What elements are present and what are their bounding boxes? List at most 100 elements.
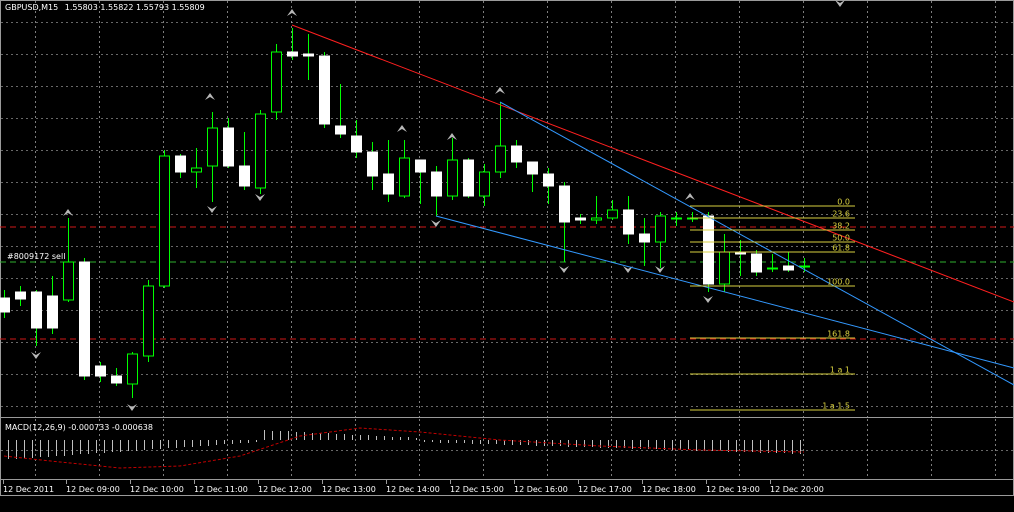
time-axis-label: 12 Dec 09:00 (66, 485, 120, 494)
time-axis-label: 12 Dec 16:00 (514, 485, 568, 494)
macd-signal-line (3, 427, 805, 469)
bear-candle (175, 155, 186, 173)
macd-label: MACD(12,26,9) -0.000733 -0.000638 (5, 423, 153, 432)
fractal-down-arrow (431, 220, 441, 227)
time-axis-label: 12 Dec 14:00 (386, 485, 440, 494)
bear-candle (223, 127, 234, 167)
fib-level-label: 161.8 (827, 330, 850, 339)
time-axis-label: 12 Dec 11:00 (194, 485, 248, 494)
fractal-down-arrow (835, 0, 845, 7)
bear-candle (383, 173, 394, 195)
fractal-up-arrow (63, 209, 73, 216)
time-axis-label: 12 Dec 17:00 (578, 485, 632, 494)
red-trendline (291, 24, 1014, 303)
time-axis-label: 12 Dec 13:00 (322, 485, 376, 494)
bear-candle (79, 261, 90, 377)
fractal-down-arrow (559, 266, 569, 273)
time-axis-label: 12 Dec 19:00 (706, 485, 760, 494)
fib-level-label: 61.8 (832, 244, 850, 253)
bull-candle (63, 261, 74, 301)
fractal-up-arrow (205, 93, 215, 100)
bear-candle (559, 185, 570, 223)
bear-candle (287, 51, 298, 57)
time-axis-label: 12 Dec 18:00 (642, 485, 696, 494)
fractal-down-arrow (255, 194, 265, 201)
fractal-up-arrow (495, 87, 505, 94)
fractal-down-arrow (655, 266, 665, 273)
bear-candle (0, 297, 10, 313)
bear-candle (319, 55, 330, 125)
bull-candle (271, 51, 282, 113)
bull-candle (495, 145, 506, 173)
bear-candle (527, 161, 538, 175)
bear-candle (47, 295, 58, 329)
fractal-down-arrow (703, 296, 713, 303)
fractal-up-arrow (397, 125, 407, 132)
fib-level-label: 23.6 (832, 210, 850, 219)
bull-candle (767, 267, 778, 270)
bear-candle (31, 291, 42, 329)
bear-candle (783, 265, 794, 271)
bear-candle (303, 53, 314, 57)
symbol-label: GBPUSD,M15 (5, 3, 59, 12)
fractal-down-arrow (31, 352, 41, 359)
bear-candle (95, 365, 106, 377)
bull-candle (479, 171, 490, 197)
fractal-up-arrow (685, 193, 695, 200)
chart-frame (0, 0, 1014, 496)
fib-level-label: 1 a 1.5 (822, 402, 850, 411)
bear-candle (335, 125, 346, 135)
bear-candle (703, 215, 714, 285)
fractal-down-arrow (207, 206, 217, 213)
bear-candle (431, 171, 442, 197)
bull-candle (607, 209, 618, 219)
bull-candle (655, 215, 666, 243)
bear-candle (367, 151, 378, 177)
bull-candle (255, 113, 266, 189)
time-axis-label: 12 Dec 2011 (3, 485, 54, 494)
bull-candle (143, 285, 154, 357)
blue-trendline-upper (499, 101, 1014, 386)
fib-level-label: 0.0 (837, 198, 850, 207)
bear-candle (543, 173, 554, 187)
fractal-down-arrow (623, 266, 633, 273)
time-axis-label: 12 Dec 10:00 (130, 485, 184, 494)
bull-candle (447, 159, 458, 197)
bear-candle (575, 217, 586, 221)
bear-candle (511, 145, 522, 163)
bear-candle (111, 375, 122, 384)
fib-level-label: 50.0 (832, 234, 850, 243)
bear-candle (351, 135, 362, 153)
bear-candle (15, 291, 26, 300)
bear-candle (639, 233, 650, 243)
fib-level-label: 100.0 (827, 278, 850, 287)
bull-candle (191, 167, 202, 173)
bull-candle (591, 217, 602, 221)
bear-candle (751, 253, 762, 273)
bear-candle (463, 159, 474, 197)
time-axis-label: 12 Dec 12:00 (258, 485, 312, 494)
time-axis-label: 12 Dec 15:00 (450, 485, 504, 494)
ohlc-label: 1.55803 1.55822 1.55793 1.55809 (64, 3, 205, 12)
fib-level-label: 38.2 (832, 222, 850, 231)
chart-header: GBPUSD,M15 1.55803 1.55822 1.55793 1.558… (5, 3, 205, 12)
bull-candle (159, 155, 170, 287)
bull-candle (127, 353, 138, 385)
bull-candle (399, 157, 410, 197)
time-axis-label: 12 Dec 20:00 (770, 485, 824, 494)
blue-trendline-lower (435, 215, 1014, 369)
bull-candle (671, 217, 682, 220)
bull-candle (207, 127, 218, 167)
fractal-up-arrow (447, 133, 457, 140)
fib-level-label: 1 a 1 (830, 366, 850, 375)
bull-candle (799, 265, 810, 268)
fractal-up-arrow (287, 9, 297, 16)
bear-candle (415, 159, 426, 173)
fractal-down-arrow (127, 404, 137, 411)
bear-candle (239, 165, 250, 187)
order-label[interactable]: #8009172 sell (7, 252, 66, 261)
bear-candle (623, 209, 634, 235)
bull-candle (719, 251, 730, 285)
